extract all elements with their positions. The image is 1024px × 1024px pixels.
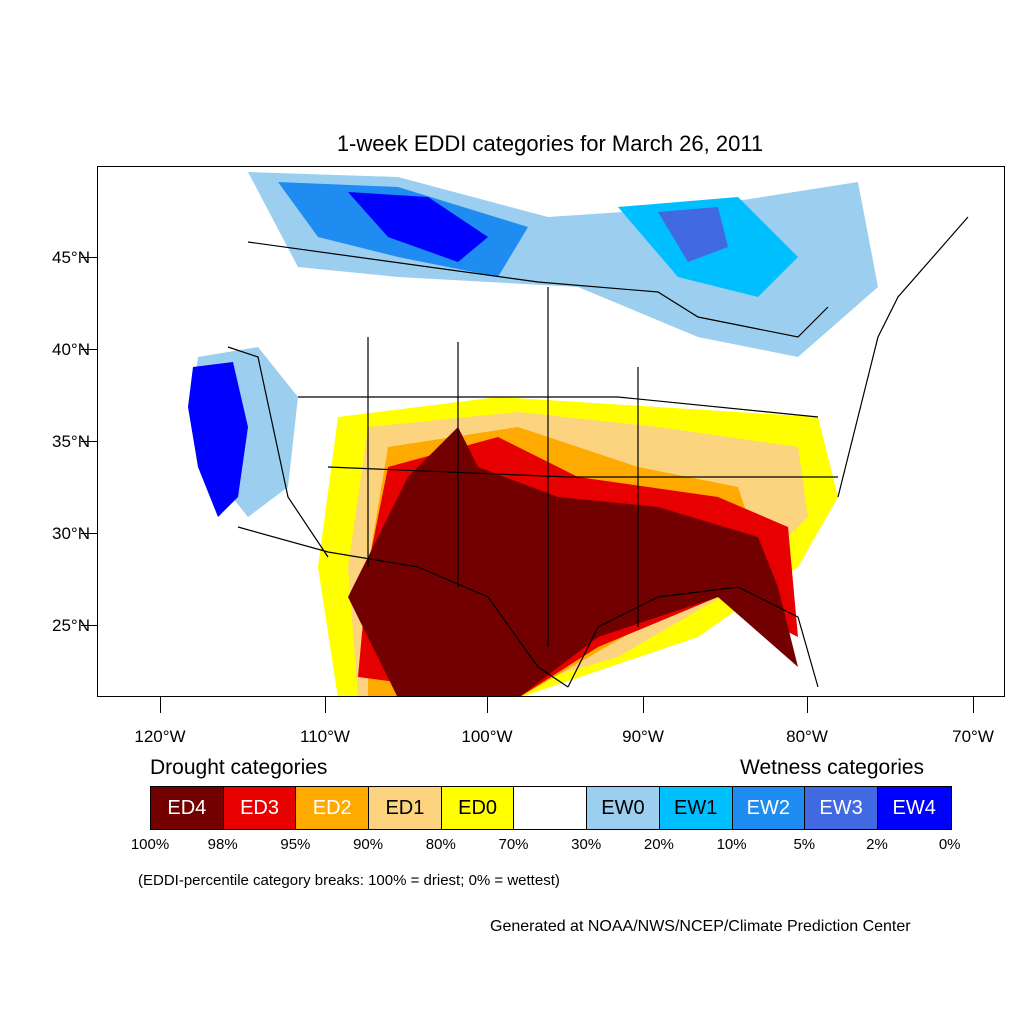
legend-swatch-neutral [514,787,588,829]
lat-tick-label: 30°N [52,524,90,543]
percentile-break-label: 95% [280,836,311,853]
drought-categories-label: Drought categories [150,756,328,779]
category-legend: ED4 ED3 ED2 ED1 ED0 EW0 EW1 EW2 EW3 EW4 [150,786,952,830]
wetness-north-deep [348,192,488,262]
legend-swatch-ed1: ED1 [369,787,442,829]
lat-tick-label: 45°N [52,248,90,267]
legend-swatch-ed4: ED4 [151,787,224,829]
legend-swatch-ew3: EW3 [805,787,878,829]
percentile-break-label: 90% [353,836,384,853]
map-title: 1-week EDDI categories for March 26, 201… [336,131,764,156]
percentile-break-label: 20% [643,836,674,853]
percentile-break-label: 2% [866,836,888,853]
legend-swatch-ed2: ED2 [296,787,370,829]
lon-tick-mark [807,697,808,713]
lon-tick-mark [160,697,161,713]
legend-swatch-ew4: EW4 [877,787,951,829]
legend-swatch-ed0: ED0 [441,787,515,829]
lon-tick-mark [487,697,488,713]
wetness-great-lakes-core [658,207,728,262]
boundary-lines [227,216,969,688]
percentile-break-label: 0% [938,836,961,853]
legend-swatch-ew2: EW2 [732,787,806,829]
percentile-break-label: 80% [425,836,456,853]
lat-tick-label: 35°N [52,432,90,451]
category-breaks-note: (EDDI-percentile category breaks: 100% =… [138,872,560,889]
lat-tick-mark [81,257,97,258]
drought-ed4 [348,427,798,696]
map-panel [97,166,1005,697]
lon-tick-label: 90°W [622,727,664,746]
legend-swatch-ed3: ED3 [223,787,297,829]
percentile-break-label: 100% [130,836,170,853]
lon-tick-mark [643,697,644,713]
lat-tick-mark [81,441,97,442]
lat-tick-label: 25°N [52,616,90,635]
lon-tick-label: 70°W [952,727,994,746]
lon-tick-label: 120°W [134,727,186,746]
percentile-break-label: 5% [793,836,816,853]
lon-tick-label: 110°W [300,727,350,746]
wetness-categories-label: Wetness categories [740,756,925,779]
credit-line: Generated at NOAA/NWS/NCEP/Climate Predi… [490,918,911,935]
lat-tick-mark [81,533,97,534]
lon-tick-mark [973,697,974,713]
lat-tick-label: 40°N [52,340,90,359]
eddi-map [188,172,969,696]
percentile-break-label: 30% [571,836,602,853]
percentile-break-label: 10% [716,836,747,853]
wetness-california [188,362,248,517]
percentile-break-label: 70% [498,836,529,853]
lon-tick-mark [325,697,326,713]
lat-tick-mark [81,625,97,626]
percentile-break-label: 98% [207,836,238,853]
lon-tick-label: 100°W [461,727,513,746]
legend-swatch-ew1: EW1 [659,787,733,829]
legend-swatch-ew0: EW0 [587,787,660,829]
lon-tick-label: 80°W [786,727,828,746]
lat-tick-mark [81,349,97,350]
